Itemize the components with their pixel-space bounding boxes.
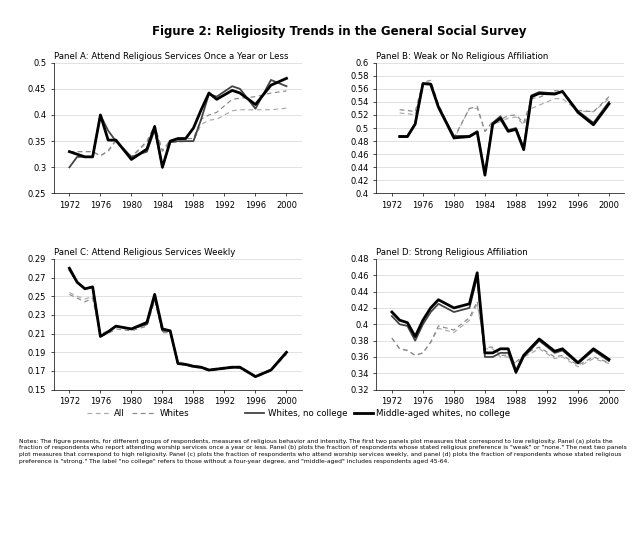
Text: Figure 2: Religiosity Trends in the General Social Survey: Figure 2: Religiosity Trends in the Gene…: [152, 25, 526, 38]
Text: Panel A: Attend Religious Services Once a Year or Less: Panel A: Attend Religious Services Once …: [54, 52, 288, 61]
Legend: Whites, no college, Middle-aged whites, no college: Whites, no college, Middle-aged whites, …: [245, 409, 510, 418]
Legend: All, Whites: All, Whites: [87, 409, 189, 418]
Text: Panel D: Strong Religious Affiliation: Panel D: Strong Religious Affiliation: [377, 249, 528, 257]
Text: Panel C: Attend Religious Services Weekly: Panel C: Attend Religious Services Weekl…: [54, 249, 235, 257]
Text: Panel B: Weak or No Religious Affiliation: Panel B: Weak or No Religious Affiliatio…: [377, 52, 549, 61]
Text: Notes: The figure presents, for different groups of respondents, measures of rel: Notes: The figure presents, for differen…: [19, 439, 627, 464]
